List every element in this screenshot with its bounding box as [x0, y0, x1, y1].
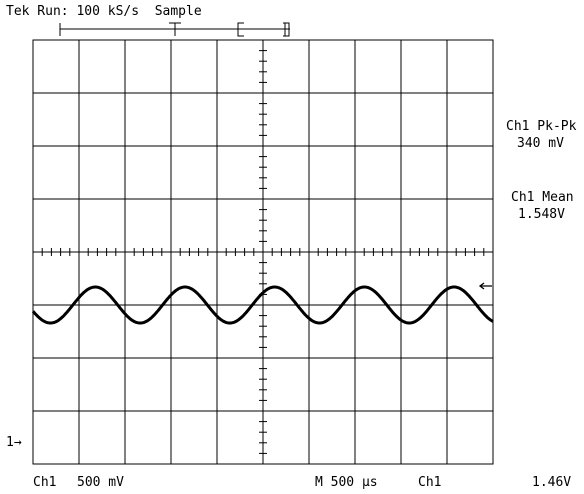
record-window-bracket	[237, 22, 290, 37]
measurement-pkpk-value: 340 mV	[517, 136, 564, 151]
record-length-indicator	[59, 22, 290, 37]
timebase-readout: M 500 µs	[315, 475, 378, 490]
acquisition-status: Tek Run: 100 kS/s Sample	[6, 4, 202, 19]
graticule-grid	[32, 39, 494, 465]
volts-per-div-readout: 500 mV	[77, 475, 124, 490]
measurement-mean-value: 1.548V	[518, 207, 565, 222]
trigger-source-readout: Ch1	[418, 475, 442, 490]
ch1-ground-marker: 1→	[6, 435, 22, 450]
measurement-mean-label: Ch1 Mean	[511, 190, 574, 205]
trigger-level-arrow-icon	[478, 282, 492, 290]
measurement-pkpk-label: Ch1 Pk-Pk	[506, 119, 577, 134]
ch1-waveform-trace	[31, 285, 494, 325]
channel-label: Ch1	[33, 475, 57, 490]
trigger-level-readout: 1.46V	[532, 475, 572, 490]
